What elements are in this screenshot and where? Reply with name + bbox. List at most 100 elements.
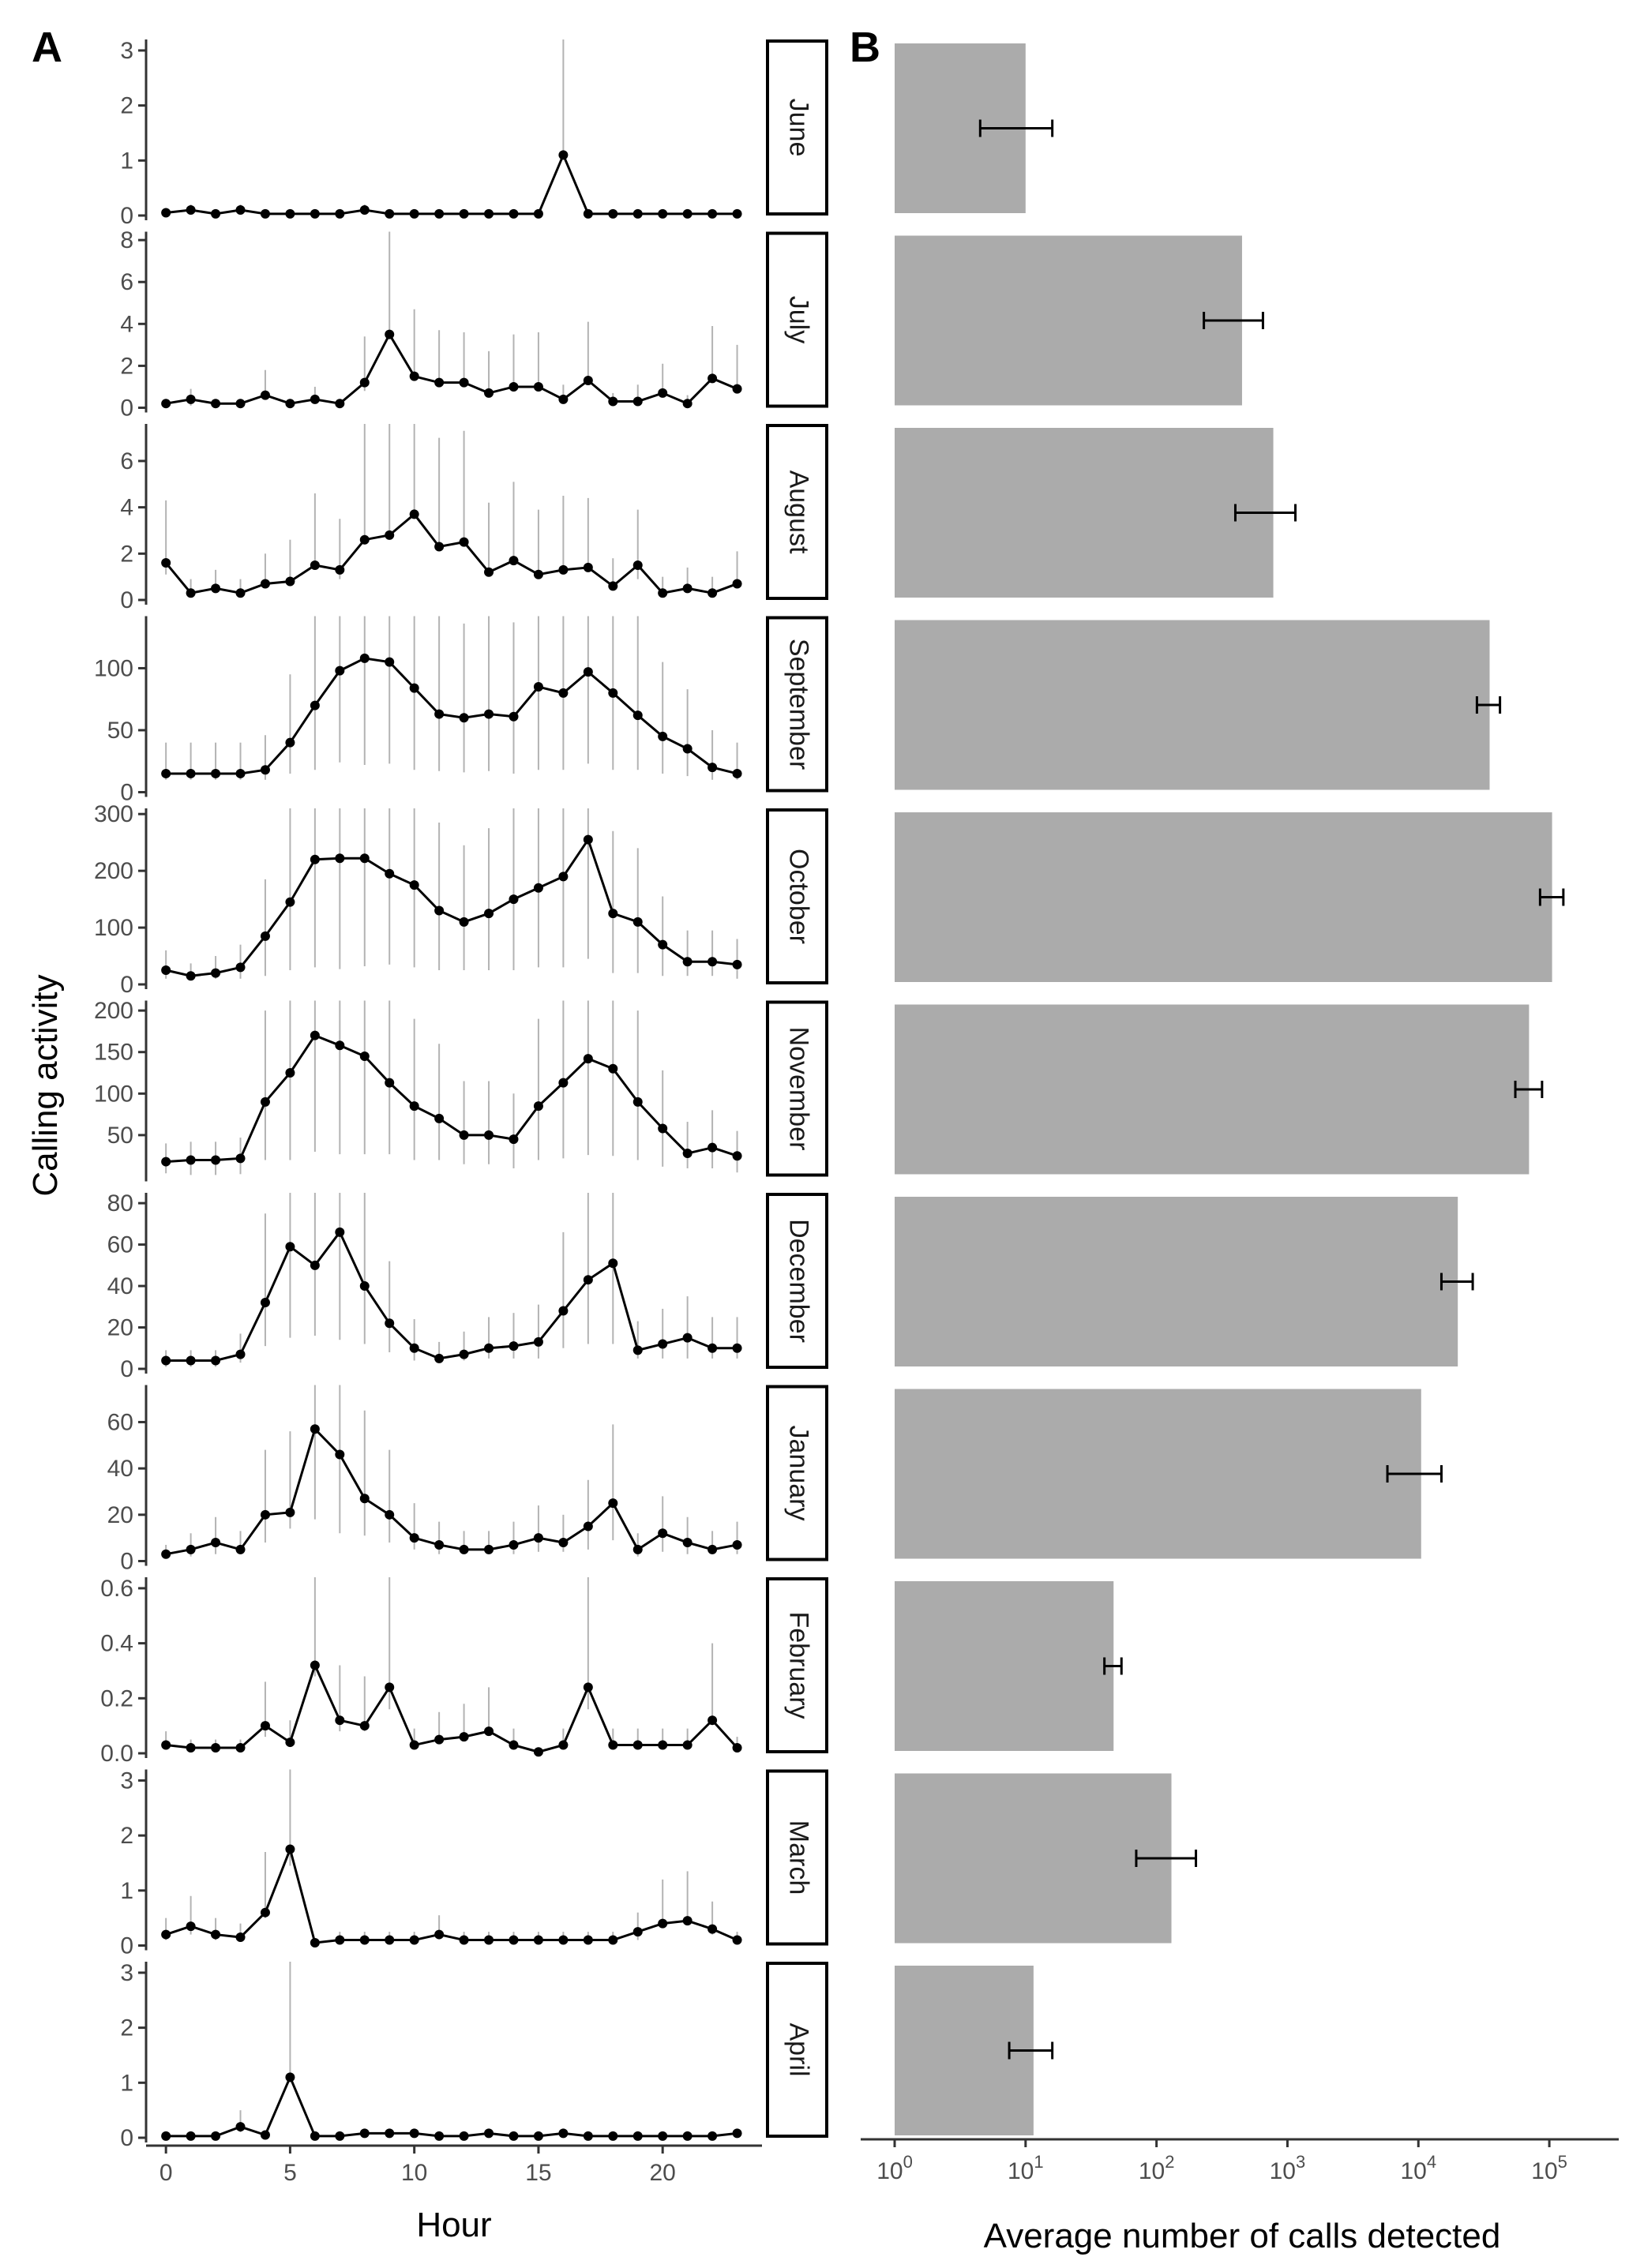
data-point [186,1921,196,1932]
bar [895,1004,1530,1175]
data-point [632,1927,643,1937]
data-point [161,208,171,218]
data-point [533,883,543,893]
data-point [558,394,569,404]
data-point [235,1743,246,1753]
data-point [583,1935,593,1945]
data-point [682,1149,693,1159]
bar-group-december [895,1197,1474,1366]
y-tick-label: 100 [94,1081,133,1107]
data-point [211,1743,221,1753]
y-tick-label: 1 [120,1878,133,1904]
panel-a-x-axis-title: Hour [416,2206,491,2244]
data-point [484,1726,494,1737]
series-line [165,512,738,594]
data-point [186,205,196,216]
data-point [285,737,295,748]
data-point [186,588,196,598]
y-tick-label: 2 [120,1823,133,1849]
x-tick-label: 100 [876,2152,913,2184]
y-tick-label: 1 [120,2070,133,2096]
data-point [186,1155,196,1165]
data-point [509,208,519,219]
data-point [285,576,295,587]
data-point [235,1349,246,1359]
facet-strip [766,808,828,984]
data-point [509,1539,519,1550]
data-point [583,1054,593,1064]
y-tick-label: 8 [120,227,133,253]
data-point [285,897,295,907]
y-tick-label: 300 [94,801,133,827]
data-point [235,1544,246,1554]
data-point [533,1336,543,1347]
series-line [166,657,738,775]
data-point [359,1494,370,1504]
data-point [359,653,370,663]
data-point [708,1544,718,1554]
bar [895,620,1490,790]
data-point [260,931,270,941]
bar-group-october [895,812,1565,982]
data-point [533,208,543,219]
bar [895,428,1274,598]
data-point [434,542,445,552]
data-point [632,396,643,407]
data-point [310,700,320,710]
data-point [260,765,270,775]
y-tick-label: 20 [107,1502,133,1528]
y-tick-label: 3 [120,1768,133,1794]
bar-group-april [895,1966,1054,2135]
data-point [260,390,270,400]
data-point [211,583,221,594]
data-point [260,579,270,589]
data-point [161,1549,171,1559]
data-point [409,1740,419,1750]
data-point [583,208,593,219]
data-point [459,1732,469,1742]
facet-june: 0 1 2 3 June [120,38,828,229]
data-point [583,562,593,572]
facet-july: 0 2 4 6 8 July [120,227,828,422]
x-tick-label: 101 [1008,2152,1044,2184]
data-point [682,1916,693,1926]
data-point [658,1339,668,1349]
data-point [260,1509,270,1520]
data-point [509,381,519,392]
data-point [632,917,643,927]
facet-january: 0 20 40 60 January [107,1385,828,1575]
series-line [165,1662,738,1753]
y-tick-label: 80 [107,1190,133,1216]
data-point [608,396,618,407]
data-point [434,2131,445,2141]
data-point [632,1097,643,1107]
y-tick-label: 0 [120,1933,133,1959]
data-point [310,560,320,570]
data-point [285,208,295,219]
y-tick-label: 6 [120,269,133,295]
data-point [285,1242,295,1252]
data-point [682,1333,693,1343]
data-point [533,1533,543,1543]
data-point [708,373,718,384]
data-point [235,399,246,409]
data-point [459,537,469,547]
data-point [285,1844,295,1854]
data-point [732,1743,742,1753]
facet-strip-label: July [784,296,814,343]
data-point [285,399,295,409]
data-point [285,1738,295,1748]
data-point [509,1740,519,1750]
data-point [434,208,445,219]
bar-group-february [895,1581,1123,1751]
data-point [658,939,668,950]
data-point [186,971,196,981]
x-tick-label: 0 [160,2160,173,2186]
data-point [558,872,569,882]
data-point [608,688,618,698]
data-point [385,530,395,540]
data-point [186,768,196,778]
data-point [385,1682,395,1693]
data-point [211,2131,221,2141]
